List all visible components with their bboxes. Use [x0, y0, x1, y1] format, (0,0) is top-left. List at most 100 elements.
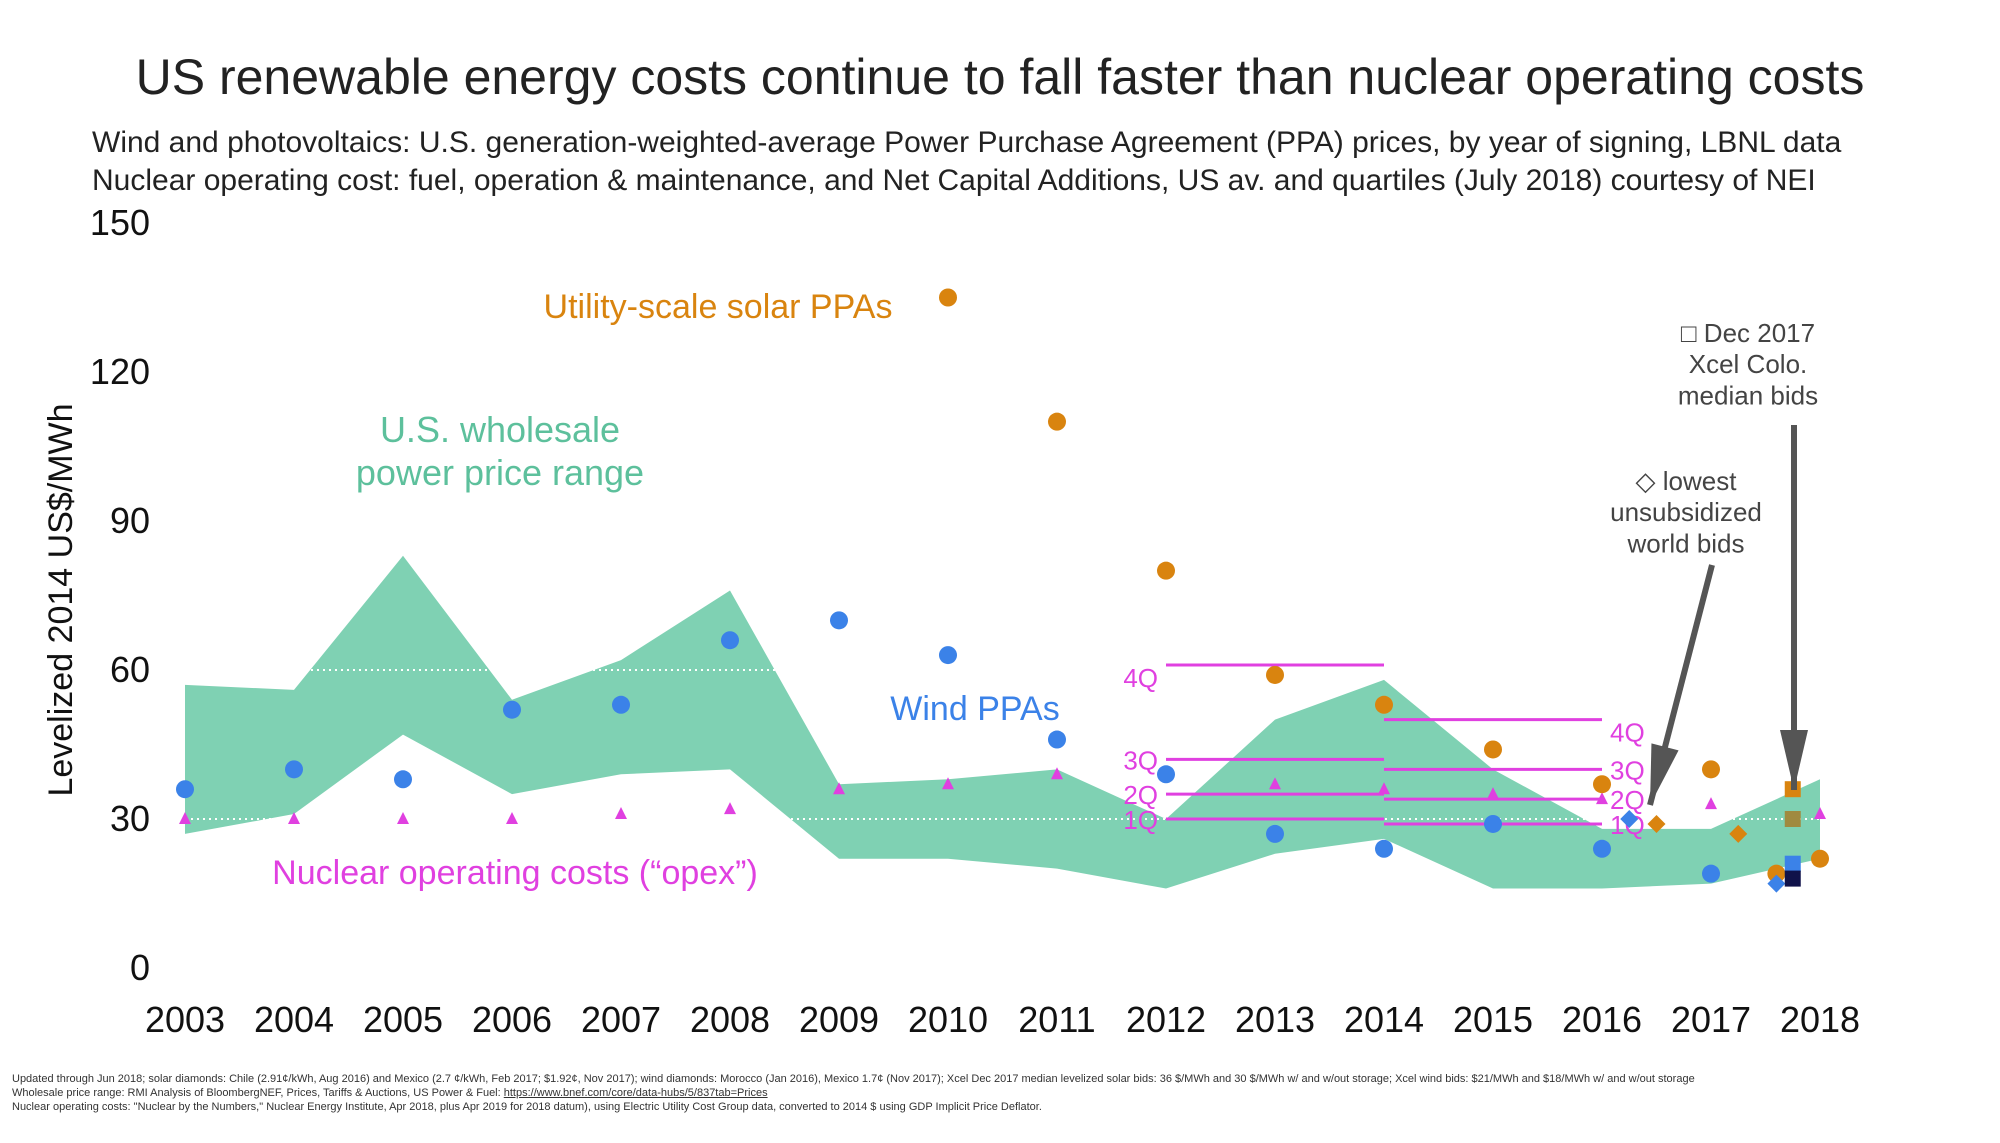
nuclear-triangle	[1378, 782, 1390, 795]
wind-point	[285, 760, 303, 779]
wind-point	[1375, 839, 1393, 858]
x-tick-label: 2012	[1126, 999, 1206, 1040]
footnote-3: Nuclear operating costs: "Nuclear by the…	[12, 1101, 1042, 1113]
wholesale-range-area	[185, 555, 1820, 889]
footnote-2: Wholesale price range: RMI Analysis of B…	[12, 1087, 768, 1099]
range-label: power price range	[356, 452, 644, 493]
wind-point	[394, 770, 412, 789]
wind-point	[1593, 839, 1611, 858]
wind-point	[721, 631, 739, 650]
nuclear-triangle	[1487, 787, 1499, 800]
nuclear-triangle	[1269, 777, 1281, 790]
nuclear-series-label: Nuclear operating costs (“opex”)	[272, 854, 758, 892]
nuclear-triangle	[1705, 797, 1717, 810]
xcel-bid-square	[1784, 811, 1801, 827]
wind-point	[830, 611, 848, 630]
nuclear-triangle	[1051, 767, 1063, 780]
bnef-link[interactable]: https://www.bnef.com/core/data-hubs/5/83…	[503, 1087, 768, 1099]
lowest-bid-diamond	[1620, 810, 1639, 828]
nuclear-triangle	[506, 812, 518, 824]
xcel-annotation: Xcel Colo.	[1689, 349, 1808, 379]
solar-point	[939, 288, 957, 307]
quartile-label: 4Q	[1123, 663, 1158, 693]
chart-title: US renewable energy costs continue to fa…	[135, 49, 1865, 105]
x-tick-label: 2008	[690, 999, 770, 1040]
wind-point	[503, 700, 521, 719]
y-axis-label: Levelized 2014 US$/MWh	[42, 403, 80, 796]
wind-point	[1266, 824, 1284, 843]
x-tick-label: 2015	[1453, 999, 1533, 1040]
y-tick-label: 60	[110, 649, 150, 690]
nuclear-triangle	[397, 812, 409, 824]
nuclear-triangle	[833, 782, 845, 795]
wind-point	[1702, 864, 1720, 883]
y-tick-label: 120	[90, 351, 150, 392]
y-tick-label: 0	[130, 947, 150, 988]
lowest-bid-diamond	[1767, 874, 1786, 893]
nuclear-triangle	[1814, 807, 1826, 820]
solar-point	[1767, 864, 1786, 883]
quartile-label: 2Q	[1610, 785, 1645, 815]
wind-point	[612, 695, 630, 714]
xcel-bid-square	[1784, 855, 1801, 872]
lowest-bids-arrow-head	[1650, 743, 1679, 805]
nuclear-triangle	[942, 777, 954, 790]
x-tick-label: 2005	[363, 999, 443, 1040]
x-tick-label: 2016	[1562, 999, 1642, 1040]
wind-point	[1048, 730, 1066, 749]
solar-series-label: Utility-scale solar PPAs	[544, 288, 893, 326]
footnote-1: Updated through Jun 2018; solar diamonds…	[12, 1073, 1695, 1085]
subtitle-2: Nuclear operating cost: fuel, operation …	[92, 164, 1816, 197]
x-tick-label: 2014	[1344, 999, 1424, 1040]
nuclear-triangle	[288, 812, 300, 824]
x-tick-label: 2004	[254, 999, 334, 1040]
nuclear-triangle	[724, 802, 736, 815]
lowest-bids-annotation: ◇ lowest	[1636, 466, 1738, 496]
wind-point	[1484, 814, 1502, 833]
solar-point	[1375, 695, 1393, 714]
x-tick-label: 2009	[799, 999, 879, 1040]
nuclear-triangle	[615, 807, 627, 820]
solar-point	[1157, 561, 1175, 580]
x-tick-label: 2003	[145, 999, 225, 1040]
wind-point	[939, 646, 957, 665]
nuclear-triangle	[179, 812, 191, 824]
wind-series-label: Wind PPAs	[890, 690, 1059, 728]
y-tick-label: 90	[110, 500, 150, 541]
solar-point	[1811, 849, 1829, 868]
solar-point	[1266, 665, 1284, 684]
xcel-bid-square	[1784, 870, 1801, 887]
quartile-label: 1Q	[1123, 805, 1158, 835]
subtitle-1: Wind and photovoltaics: U.S. generation-…	[92, 126, 1842, 159]
quartile-label: 3Q	[1123, 745, 1158, 775]
x-tick-label: 2013	[1235, 999, 1315, 1040]
lowest-bids-annotation: unsubsidized	[1610, 497, 1762, 527]
lowest-bid-diamond	[1729, 824, 1748, 843]
solar-point	[1484, 740, 1502, 759]
x-tick-label: 2018	[1780, 999, 1860, 1040]
y-tick-label: 150	[90, 202, 150, 243]
x-tick-label: 2007	[581, 999, 661, 1040]
solar-point	[1702, 760, 1720, 779]
range-label: U.S. wholesale	[380, 409, 620, 450]
x-tick-label: 2011	[1018, 999, 1095, 1040]
y-tick-label: 30	[110, 798, 150, 839]
xcel-annotation: median bids	[1678, 380, 1818, 410]
footnote-2-text: Wholesale price range: RMI Analysis of B…	[12, 1087, 501, 1099]
x-tick-label: 2010	[908, 999, 988, 1040]
quartile-label: 2Q	[1123, 780, 1158, 810]
x-tick-label: 2006	[472, 999, 552, 1040]
x-tick-label: 2017	[1671, 999, 1751, 1040]
wind-point	[1157, 765, 1175, 784]
lowest-bid-diamond	[1647, 814, 1666, 833]
nuclear-triangle	[1596, 792, 1608, 805]
wind-point	[176, 780, 194, 799]
xcel-arrow-head	[1780, 730, 1808, 790]
xcel-annotation: □ Dec 2017	[1681, 318, 1815, 348]
lowest-bids-annotation: world bids	[1626, 528, 1744, 558]
solar-point	[1048, 412, 1066, 431]
quartile-label: 3Q	[1610, 755, 1645, 785]
solar-point	[1593, 775, 1611, 794]
